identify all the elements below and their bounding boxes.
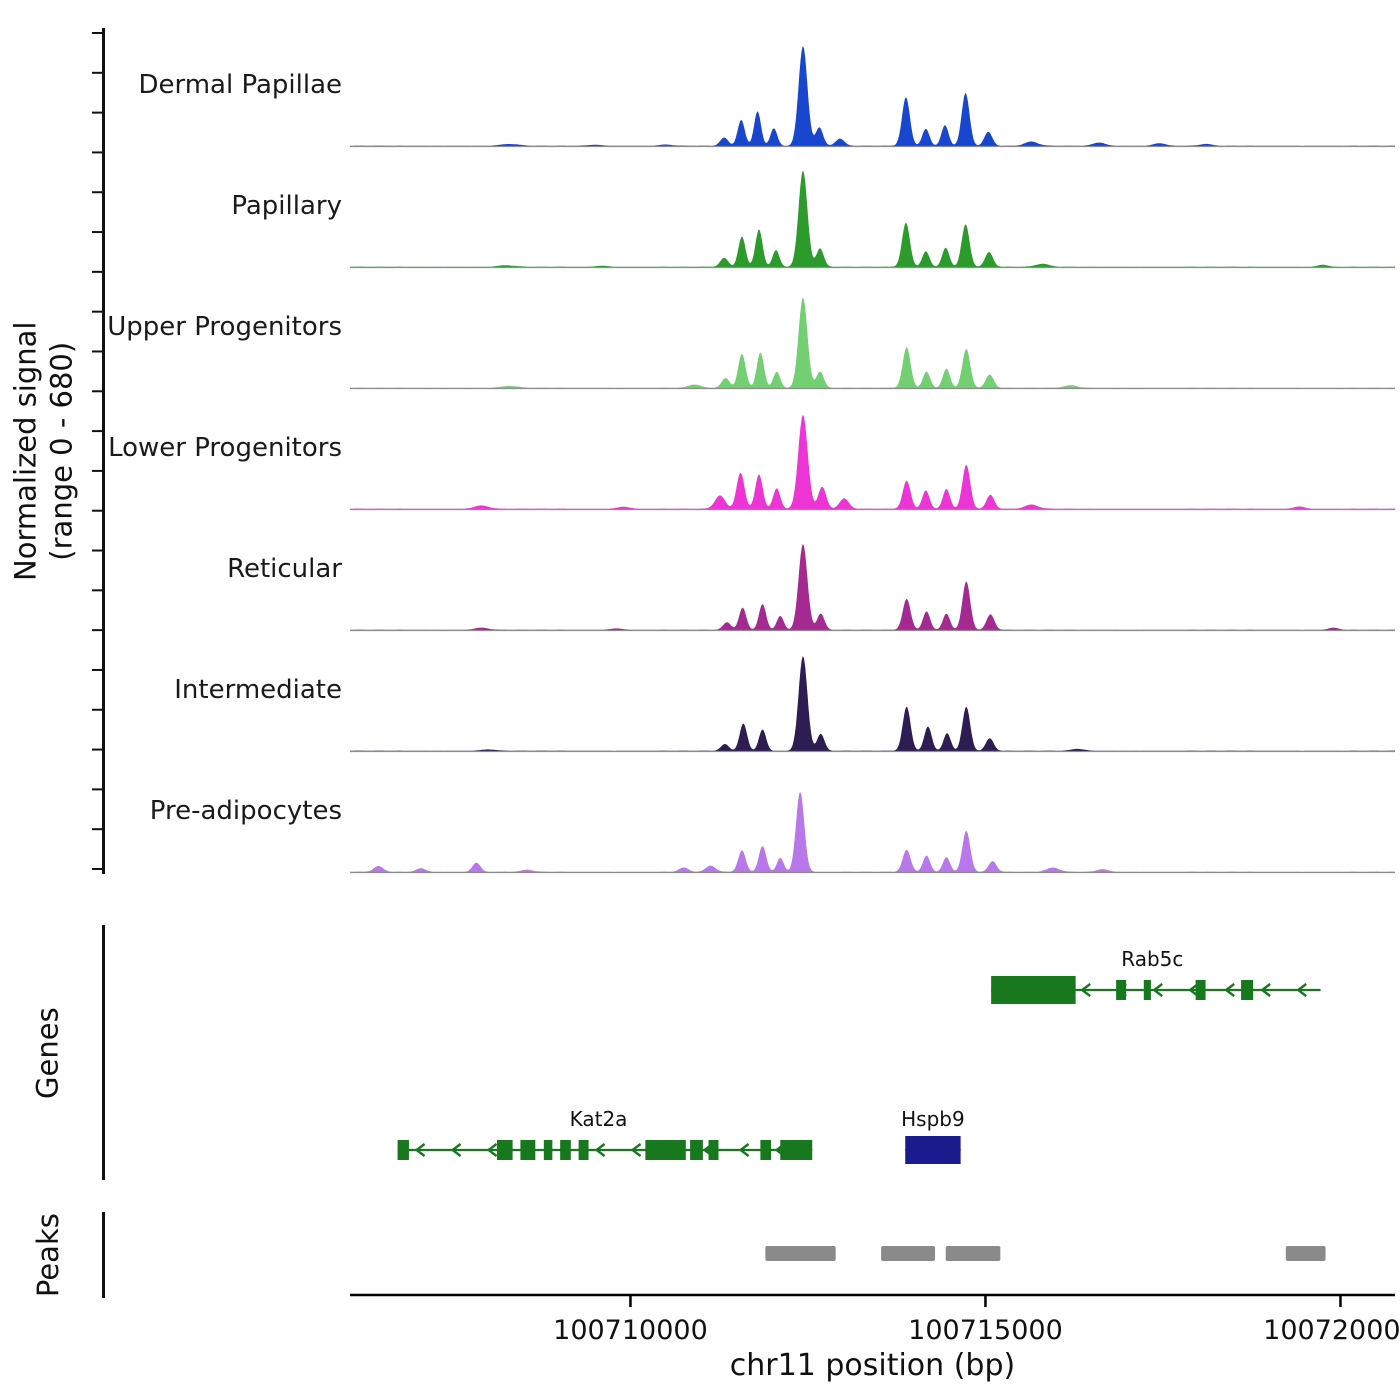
strand-arrow-icon xyxy=(630,1143,642,1157)
strand-arrow-icon xyxy=(414,1143,426,1157)
x-axis-tick-label: 100710000 xyxy=(553,1315,708,1346)
strand-arrow-icon xyxy=(1260,983,1271,997)
gene-exon xyxy=(708,1140,719,1160)
gene-rab5c: Rab5c xyxy=(991,947,1321,1004)
gene-label: Rab5c xyxy=(1121,947,1183,971)
signal-area xyxy=(350,656,1395,751)
gene-exon xyxy=(645,1140,686,1160)
gene-exon xyxy=(905,1136,961,1164)
x-axis-tick-label: 100715000 xyxy=(908,1315,1063,1346)
gene-exon xyxy=(991,976,1076,1004)
strand-arrow-icon xyxy=(1224,983,1235,997)
track-label: Reticular xyxy=(227,553,342,584)
track-label: Papillary xyxy=(231,190,342,221)
signal-area xyxy=(350,297,1395,388)
y-axis-line xyxy=(102,28,105,874)
strand-arrow-icon xyxy=(1080,983,1091,997)
gene-exon xyxy=(1195,980,1206,1000)
gene-exon xyxy=(1116,980,1127,1000)
track-label: Dermal Papillae xyxy=(138,69,342,100)
gene-exon xyxy=(690,1140,703,1160)
peaks-section-label: Peaks xyxy=(10,1205,86,1305)
x-axis-svg: 100710000 100715000 100720000 xyxy=(350,1293,1400,1346)
strand-arrow-icon xyxy=(1296,983,1307,997)
strand-arrow-icon xyxy=(1188,983,1199,997)
peak-region xyxy=(1285,1246,1326,1261)
track-row: Dermal Papillae xyxy=(0,27,1400,148)
gene-exon xyxy=(578,1140,589,1160)
signal-track-svg xyxy=(350,792,1395,874)
track-row: Reticular xyxy=(0,511,1400,632)
strand-arrow-icon xyxy=(594,1143,606,1157)
signal-track-svg xyxy=(350,656,1395,753)
gene-exon xyxy=(1241,980,1254,1000)
signal-area xyxy=(350,543,1395,630)
track-label: Lower Progenitors xyxy=(108,432,342,463)
peak-region xyxy=(881,1246,936,1261)
gene-exon xyxy=(780,1140,813,1160)
signal-track-svg xyxy=(350,414,1395,511)
x-axis-title: chr11 position (bp) xyxy=(729,1348,1016,1383)
peaks-section-label-text: Peaks xyxy=(30,1213,65,1297)
genes-section-label: Genes xyxy=(10,922,86,1184)
track-label: Pre-adipocytes xyxy=(149,795,342,826)
strand-arrow-icon xyxy=(738,1143,750,1157)
gene-exon xyxy=(560,1140,571,1160)
x-axis-tick-label: 100720000 xyxy=(1263,1315,1400,1346)
strand-arrow-icon xyxy=(486,1143,498,1157)
signal-y-axis-line xyxy=(92,28,105,874)
track-row: Papillary xyxy=(0,148,1400,269)
signal-area xyxy=(350,792,1395,872)
signal-track-svg xyxy=(350,46,1395,148)
strand-arrow-icon xyxy=(450,1143,462,1157)
gene-kat2a: Kat2a xyxy=(397,1107,813,1160)
gene-exon xyxy=(520,1140,536,1160)
track-row: Lower Progenitors xyxy=(0,390,1400,511)
peak-region xyxy=(945,1246,1001,1261)
gene-exon xyxy=(543,1140,553,1160)
gene-label: Hspb9 xyxy=(901,1107,965,1131)
track-row: Intermediate xyxy=(0,632,1400,753)
signal-track-svg xyxy=(350,297,1395,390)
track-label: Upper Progenitors xyxy=(107,311,342,342)
gene-exon xyxy=(496,1140,513,1160)
track-row: Upper Progenitors xyxy=(0,269,1400,390)
track-row: Pre-adipocytes xyxy=(0,753,1400,874)
signal-area xyxy=(350,170,1395,267)
genes-axis-line xyxy=(102,925,105,1180)
peaks-track-svg xyxy=(765,1246,1326,1261)
peaks-axis-line xyxy=(102,1212,105,1298)
signal-track-svg xyxy=(350,543,1395,632)
gene-exon xyxy=(397,1140,409,1160)
gene-exon xyxy=(1143,980,1151,1000)
gene-exon xyxy=(760,1140,772,1160)
track-label: Intermediate xyxy=(174,674,342,705)
genes-track-svg: Rab5c Kat2a Hspb9 xyxy=(397,947,1321,1164)
signal-area xyxy=(350,46,1395,146)
peak-region xyxy=(765,1246,836,1261)
genes-section-label-text: Genes xyxy=(30,1007,65,1099)
signal-track-svg xyxy=(350,170,1395,269)
signal-area xyxy=(350,414,1395,509)
gene-label: Kat2a xyxy=(570,1107,628,1131)
gene-hspb9: Hspb9 xyxy=(901,1107,965,1164)
strand-arrow-icon xyxy=(1152,983,1163,997)
